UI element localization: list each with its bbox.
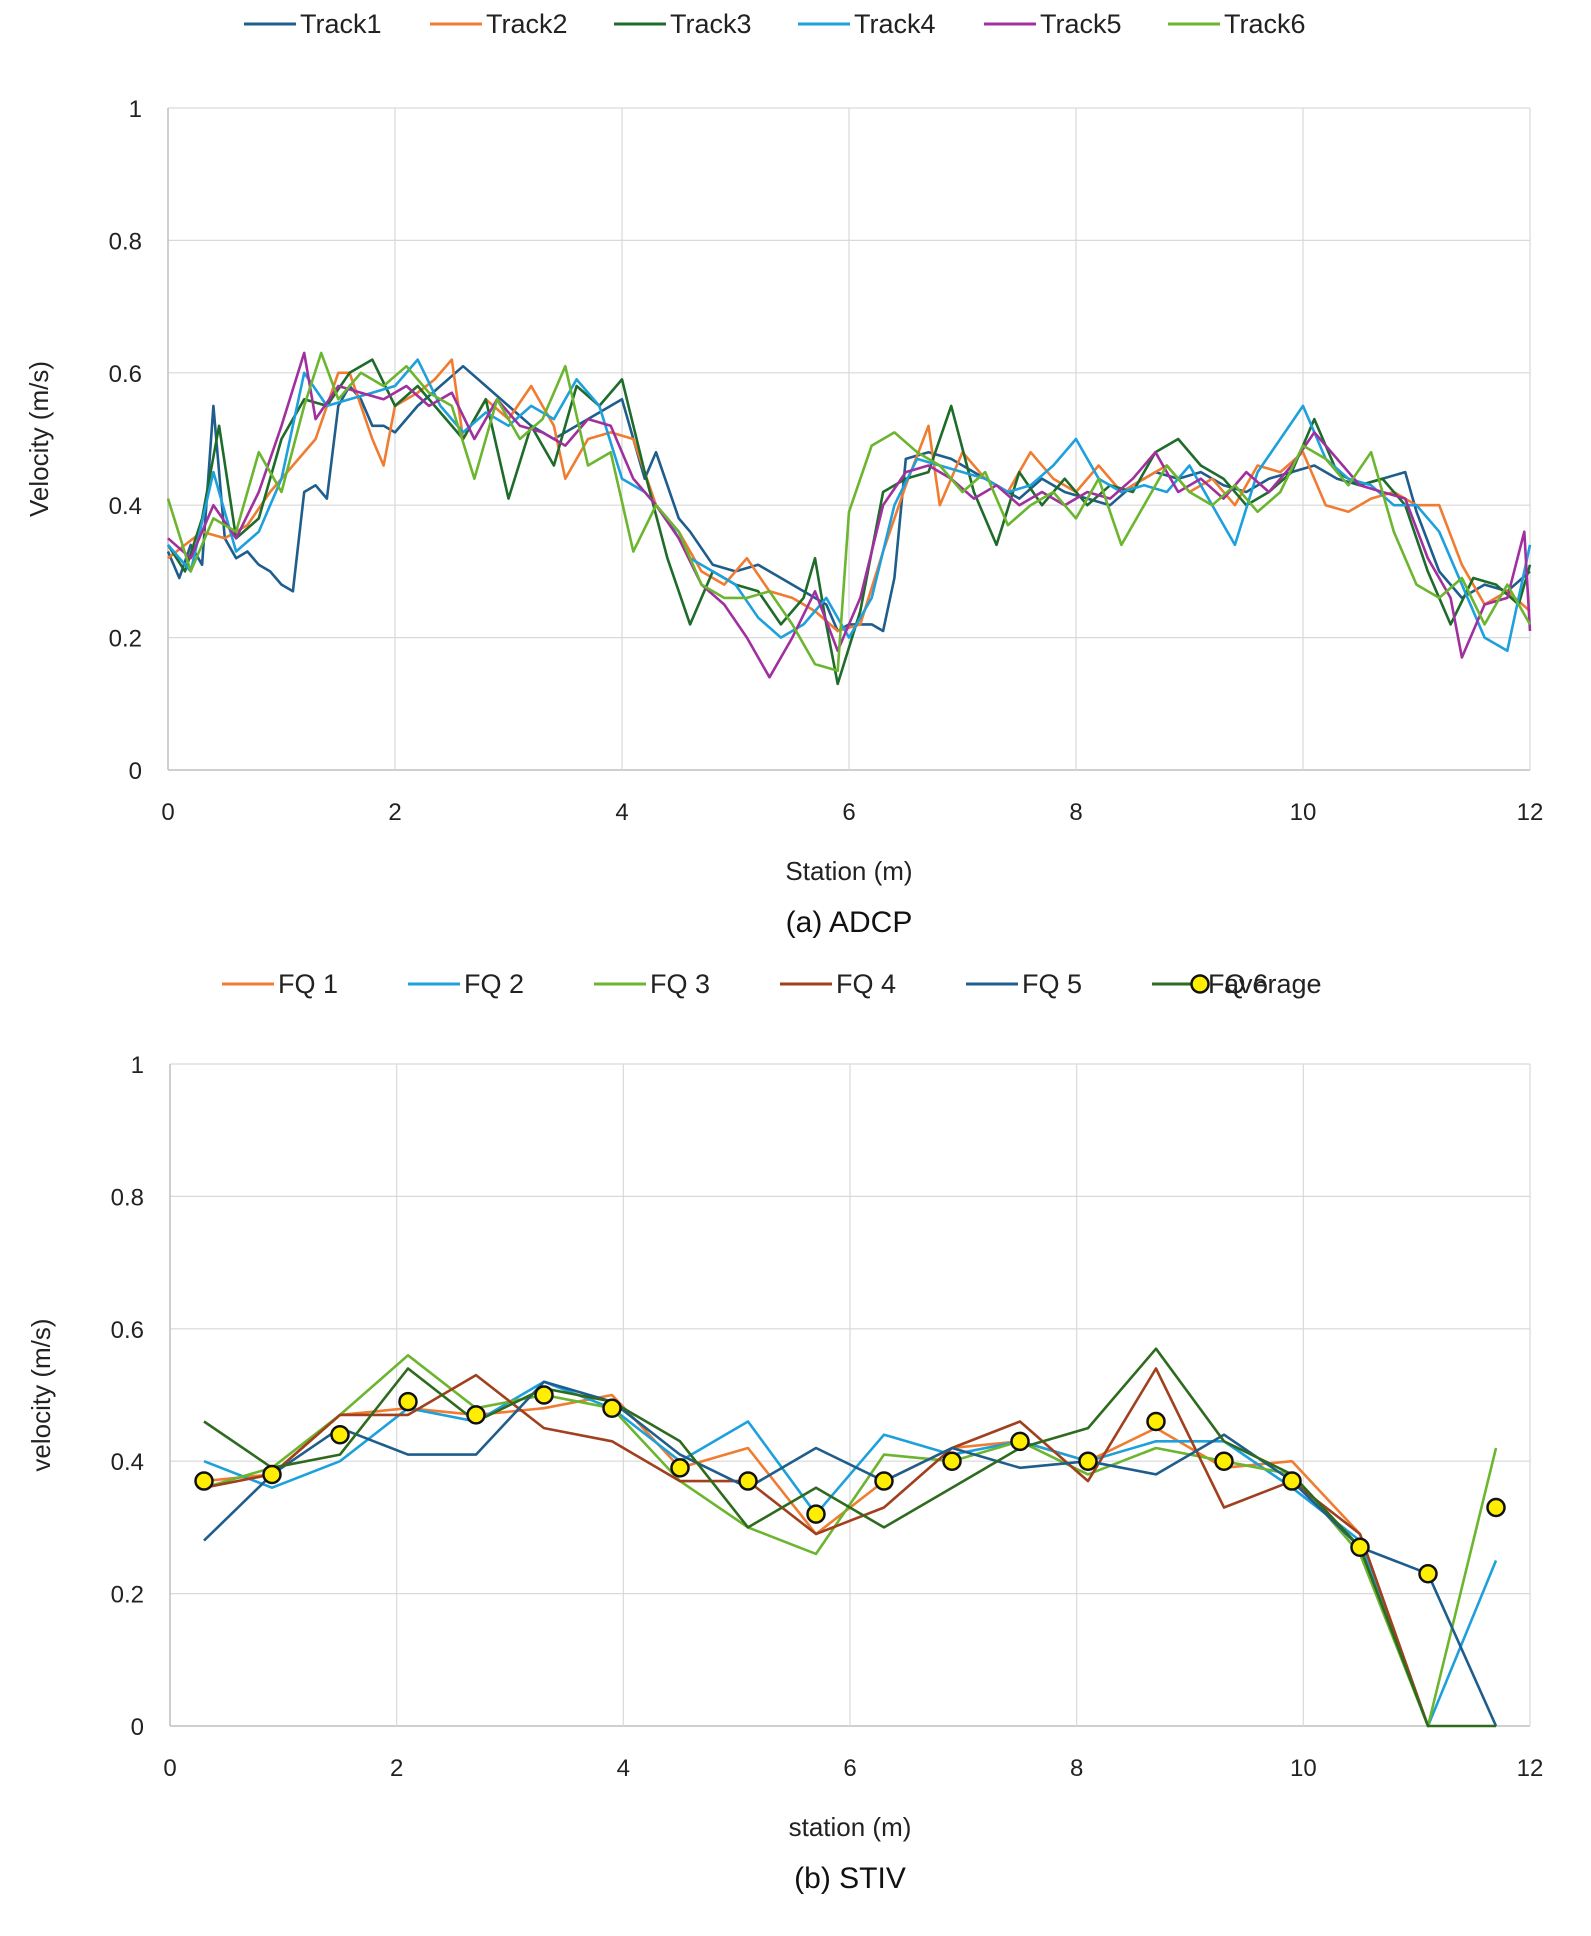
y-tick-label: 0.8 [109, 228, 142, 255]
average-marker [1214, 1451, 1234, 1471]
average-marker [874, 1471, 894, 1491]
average-marker [534, 1385, 554, 1405]
y-tick-label: 1 [131, 1052, 144, 1079]
average-marker [670, 1458, 690, 1478]
average-marker [1418, 1563, 1438, 1584]
legend-label: FQ 5 [1022, 969, 1082, 999]
series-line-fq4 [203, 1367, 1430, 1727]
average-marker [602, 1398, 622, 1418]
x-tick-label: 4 [615, 799, 628, 826]
chart-caption: (a) ADCP [786, 906, 913, 939]
series-line-track6 [166, 351, 1532, 672]
y-axis-label: velocity (m/s) [26, 1318, 56, 1471]
average-marker [466, 1405, 486, 1425]
average-marker [1146, 1411, 1166, 1432]
legend-marker-average [1190, 974, 1210, 994]
series-line-fq6 [203, 1347, 1496, 1728]
legend-label: FQ 3 [650, 969, 710, 999]
legend-label: average [1224, 969, 1322, 999]
y-tick-label: 0.4 [111, 1449, 144, 1476]
x-tick-label: 2 [390, 1755, 403, 1782]
average-marker [1350, 1537, 1370, 1558]
x-axis-label: Station (m) [785, 856, 912, 886]
y-axis-label: Velocity (m/s) [24, 361, 54, 517]
y-tick-label: 0.2 [111, 1582, 144, 1609]
legend-label: Track2 [486, 9, 568, 39]
x-tick-label: 10 [1290, 799, 1317, 826]
chart-caption: (b) STIV [794, 1862, 906, 1895]
y-tick-label: 0.8 [111, 1184, 144, 1211]
legend-label: Track3 [670, 9, 752, 39]
x-tick-label: 0 [161, 799, 174, 826]
average-marker [1010, 1431, 1030, 1452]
y-tick-label: 0.2 [109, 626, 142, 653]
average-marker [330, 1424, 350, 1445]
x-tick-label: 4 [617, 1755, 630, 1782]
average-marker [1486, 1497, 1506, 1518]
x-tick-label: 6 [842, 799, 855, 826]
series-line-track1 [166, 364, 1531, 633]
x-tick-label: 10 [1290, 1755, 1317, 1782]
legend-label: Track5 [1040, 9, 1122, 39]
legend-label: FQ 6 [1208, 969, 1268, 999]
x-axis-label: station (m) [789, 1812, 912, 1842]
x-tick-label: 8 [1069, 799, 1082, 826]
series-line-fq1 [203, 1393, 1430, 1727]
y-tick-label: 0.4 [109, 493, 142, 520]
average-marker [806, 1504, 826, 1524]
average-marker [1282, 1471, 1302, 1491]
x-tick-label: 12 [1517, 1755, 1544, 1782]
legend-label: Track6 [1224, 9, 1306, 39]
y-tick-label: 0 [131, 1714, 144, 1741]
average-marker [262, 1464, 282, 1485]
y-tick-label: 0.6 [109, 361, 142, 388]
average-marker [398, 1391, 418, 1412]
series-line-track5 [167, 351, 1532, 679]
legend-label: FQ 1 [278, 969, 338, 999]
y-tick-label: 0.6 [111, 1317, 144, 1344]
series-line-fq5 [203, 1380, 1498, 1727]
legend-label: FQ 2 [464, 969, 524, 999]
series-line-track4 [167, 358, 1532, 653]
legend-label: FQ 4 [836, 969, 896, 999]
x-tick-label: 8 [1070, 1755, 1083, 1782]
x-tick-label: 6 [843, 1755, 856, 1782]
x-tick-label: 2 [388, 799, 401, 826]
x-tick-label: 12 [1517, 799, 1544, 826]
average-marker [1078, 1451, 1098, 1471]
legend-label: Track4 [854, 9, 936, 39]
average-marker [194, 1471, 214, 1491]
y-tick-label: 0 [129, 758, 142, 785]
x-tick-label: 0 [163, 1755, 176, 1782]
average-marker [942, 1451, 962, 1471]
y-tick-label: 1 [129, 96, 142, 123]
legend-label: Track1 [300, 9, 382, 39]
average-marker [738, 1471, 758, 1491]
series-line-fq2 [203, 1380, 1498, 1728]
